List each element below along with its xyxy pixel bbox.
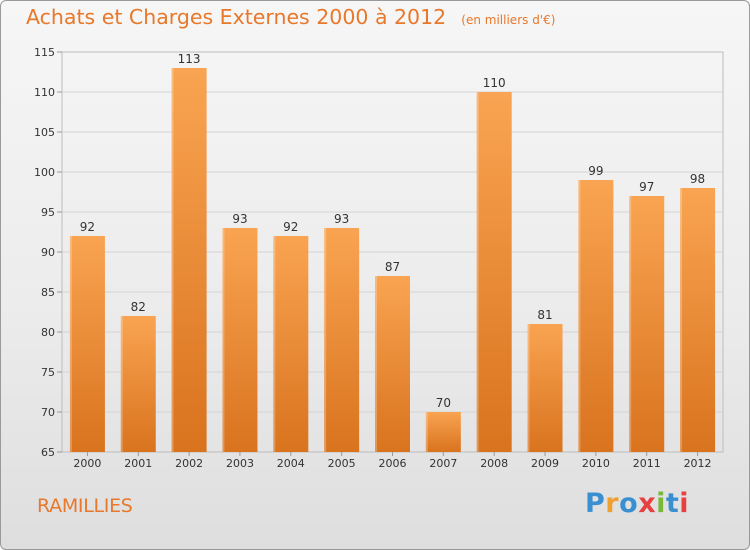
bar: [629, 196, 665, 452]
x-tick-label: 2008: [480, 457, 508, 470]
bar-value-label: 110: [483, 76, 506, 90]
x-tick-label: 2001: [124, 457, 152, 470]
y-tick-label: 90: [41, 246, 55, 259]
y-tick-label: 100: [34, 166, 55, 179]
bar-highlight: [680, 188, 683, 452]
x-tick-label: 2010: [582, 457, 610, 470]
x-tick-label: 2009: [531, 457, 559, 470]
bar-value-label: 99: [588, 164, 603, 178]
labels: 65 70 75 80 85 90 95 100 105 110 115 92 2000 82 2001 11…: [34, 46, 712, 470]
bar-value-label: 93: [232, 212, 247, 226]
y-tick-label: 110: [34, 86, 55, 99]
bar-highlight: [476, 92, 479, 452]
logo-letter: P: [585, 488, 606, 519]
bar-highlight: [324, 228, 327, 452]
bar: [120, 316, 156, 452]
y-tick-label: 65: [41, 446, 55, 459]
bar-highlight: [629, 196, 632, 452]
y-tick-label: 115: [34, 46, 55, 59]
x-tick-label: 2003: [226, 457, 254, 470]
bar-highlight: [578, 180, 581, 452]
bar-value-label: 113: [178, 52, 201, 66]
x-tick-label: 2006: [379, 457, 407, 470]
title-row: Achats et Charges Externes 2000 à 2012 (…: [26, 5, 555, 29]
bar-value-label: 81: [537, 308, 552, 322]
bars: [69, 68, 716, 452]
bar: [324, 228, 360, 452]
chart-unit: (en milliers d'€): [461, 13, 556, 27]
x-tick-label: 2000: [73, 457, 101, 470]
x-tick-label: 2005: [328, 457, 356, 470]
bar: [222, 228, 258, 452]
bar: [69, 236, 105, 452]
x-tick-label: 2007: [429, 457, 457, 470]
city-name: RAMILLIES: [37, 495, 133, 517]
x-tick-label: 2011: [633, 457, 661, 470]
logo-letter: i: [679, 488, 690, 519]
bar: [578, 180, 614, 452]
chart-title: Achats et Charges Externes 2000 à 2012: [26, 5, 447, 29]
bar-highlight: [273, 236, 276, 452]
bar: [476, 92, 512, 452]
bar: [273, 236, 309, 452]
bar-value-label: 93: [334, 212, 349, 226]
bar-value-label: 70: [436, 396, 451, 410]
bar-value-label: 82: [131, 300, 146, 314]
bar-value-label: 92: [283, 220, 298, 234]
x-tick-label: 2012: [684, 457, 712, 470]
x-tick-label: 2004: [277, 457, 305, 470]
logo-letter: x: [638, 488, 657, 519]
bar: [425, 412, 461, 452]
y-tick-label: 70: [41, 406, 55, 419]
logo-letter: t: [665, 488, 680, 519]
bar-value-label: 87: [385, 260, 400, 274]
y-tick-label: 105: [34, 126, 55, 139]
bar: [375, 276, 410, 452]
bar-value-label: 97: [639, 180, 654, 194]
y-tick-label: 85: [41, 286, 55, 299]
bar-value-label: 92: [80, 220, 95, 234]
bar-highlight: [171, 68, 174, 452]
bar-highlight: [120, 316, 123, 452]
y-tick-label: 80: [41, 326, 55, 339]
x-tick-label: 2002: [175, 457, 203, 470]
bar-highlight: [375, 276, 377, 452]
y-tick-label: 75: [41, 366, 55, 379]
bar-value-label: 98: [690, 172, 705, 186]
bar-highlight: [69, 236, 72, 452]
logo-letter: i: [656, 488, 666, 519]
proxiti-logo[interactable]: Proxiti: [585, 488, 689, 519]
bar-highlight: [425, 412, 428, 452]
bar: [680, 188, 716, 452]
logo-letter: o: [619, 488, 639, 519]
bar-highlight: [527, 324, 530, 452]
bar: [527, 324, 563, 452]
logo-letter: r: [605, 488, 620, 519]
bar: [171, 68, 207, 452]
y-tick-label: 95: [41, 206, 55, 219]
bar-highlight: [222, 228, 225, 452]
